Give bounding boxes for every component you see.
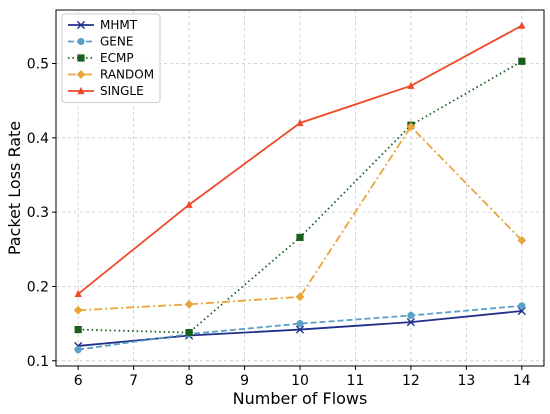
- data-point-gene: [296, 320, 304, 328]
- y-tick-label: 0.5: [27, 57, 49, 73]
- x-tick-label: 8: [185, 373, 194, 389]
- legend-label-ecmp: ECMP: [100, 51, 134, 65]
- y-tick-label: 0.4: [27, 131, 49, 147]
- x-tick-label: 12: [402, 373, 420, 389]
- data-point-gene: [518, 302, 526, 310]
- data-point-single: [74, 289, 82, 298]
- legend-box: [61, 13, 161, 103]
- legend-label-single: SINGLE: [100, 84, 144, 98]
- legend-marker-random: [76, 70, 86, 79]
- data-point-mhmt: [517, 306, 526, 316]
- data-point-random: [517, 235, 527, 245]
- legend-label-gene: GENE: [100, 35, 133, 49]
- x-tick-label: 9: [240, 373, 249, 389]
- data-point-random: [295, 292, 305, 302]
- legend-marker-ecmp: [77, 54, 85, 62]
- data-point-gene: [74, 346, 82, 354]
- data-point-single: [518, 21, 526, 29]
- series-gene: [74, 302, 526, 354]
- data-point-random: [73, 305, 83, 315]
- series-layer: [73, 21, 527, 354]
- legend: MHMT GENE ECMP RANDOM SINGLE: [61, 13, 161, 103]
- legend-marker-mhmt: [76, 20, 86, 30]
- x-tick-label: 7: [129, 373, 138, 389]
- data-point-single: [185, 200, 193, 208]
- data-point-ecmp: [518, 57, 526, 65]
- series-line-gene: [78, 304, 522, 351]
- data-point-mhmt: [295, 325, 305, 334]
- y-tick-label: 0.2: [27, 279, 49, 295]
- y-tick-label: 0.3: [27, 205, 49, 221]
- y-tick-label: 0.1: [27, 354, 49, 370]
- data-point-ecmp: [185, 328, 193, 337]
- legend-label-random: RANDOM: [100, 68, 154, 82]
- legend-item-ecmp: ECMP: [68, 51, 134, 65]
- series-single: [74, 21, 526, 298]
- data-point-ecmp: [296, 233, 304, 242]
- x-tick-label: 10: [291, 373, 309, 389]
- series-random: [73, 122, 527, 315]
- x-axis-label: Number of Flows: [233, 389, 368, 408]
- legend-item-single: SINGLE: [68, 84, 144, 98]
- y-axis: 0.1 0.2 0.3 0.4 0.5: [27, 57, 56, 370]
- legend-marker-gene: [77, 37, 85, 46]
- x-tick-label: 13: [457, 373, 475, 389]
- y-axis-label: Packet Loss Rate: [5, 121, 24, 255]
- data-point-single: [407, 81, 415, 89]
- x-tick-label: 11: [347, 373, 365, 389]
- data-point-ecmp: [74, 325, 82, 334]
- data-point-single: [296, 118, 304, 127]
- data-point-random: [406, 122, 416, 132]
- legend-item-mhmt: MHMT: [68, 18, 138, 32]
- x-axis: 6 7 8 9 10 11 12 13 14: [74, 366, 531, 389]
- legend-label-mhmt: MHMT: [100, 18, 138, 32]
- x-tick-label: 6: [74, 373, 83, 389]
- data-point-gene: [407, 311, 415, 320]
- legend-item-random: RANDOM: [68, 68, 154, 82]
- x-tick-label: 14: [513, 373, 531, 389]
- data-point-random: [184, 299, 194, 309]
- legend-item-gene: GENE: [68, 35, 133, 49]
- legend-marker-single: [77, 86, 85, 95]
- data-point-mhmt: [406, 318, 416, 327]
